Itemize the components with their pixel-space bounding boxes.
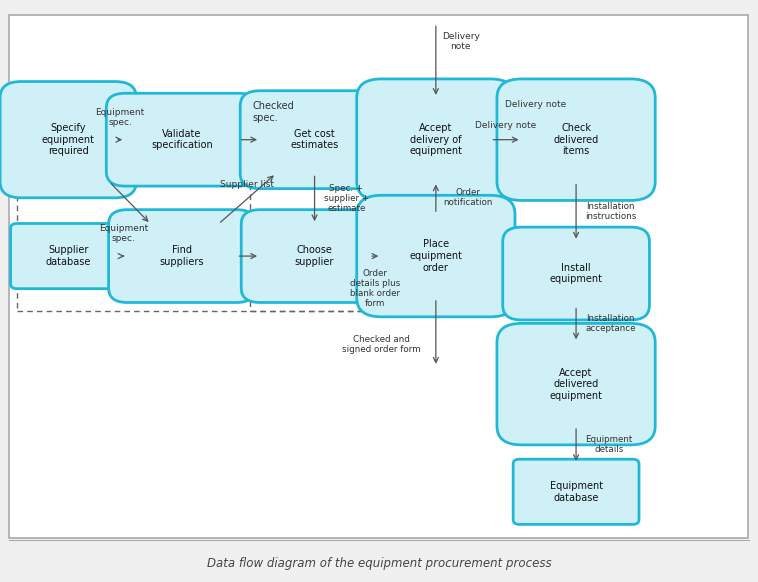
- Text: Checked and
signed order form: Checked and signed order form: [342, 335, 421, 354]
- Text: Spec. +
supplier +
estimate: Spec. + supplier + estimate: [324, 184, 369, 213]
- Text: Installation
instructions: Installation instructions: [585, 202, 637, 221]
- Text: Order
notification: Order notification: [443, 189, 493, 207]
- Text: Specify
equipment
required: Specify equipment required: [42, 123, 95, 157]
- FancyBboxPatch shape: [503, 227, 650, 320]
- Text: Installation
acceptance: Installation acceptance: [585, 314, 636, 333]
- Text: Data flow diagram of the equipment procurement process: Data flow diagram of the equipment procu…: [207, 557, 551, 570]
- FancyBboxPatch shape: [241, 210, 388, 303]
- FancyBboxPatch shape: [357, 79, 515, 200]
- Text: Checked
spec.: Checked spec.: [252, 101, 294, 123]
- FancyBboxPatch shape: [0, 81, 136, 198]
- Text: Place
equipment
order: Place equipment order: [409, 239, 462, 273]
- Text: Equipment
spec.: Equipment spec.: [96, 108, 145, 127]
- Text: Accept
delivery of
equipment: Accept delivery of equipment: [409, 123, 462, 157]
- FancyBboxPatch shape: [497, 79, 655, 200]
- Text: Get cost
estimates: Get cost estimates: [290, 129, 339, 151]
- Text: Install
equipment: Install equipment: [550, 262, 603, 285]
- FancyBboxPatch shape: [108, 210, 255, 303]
- Text: Equipment
details: Equipment details: [585, 435, 632, 455]
- Text: Validate
specification: Validate specification: [151, 129, 213, 151]
- Text: Delivery note: Delivery note: [475, 120, 537, 130]
- Text: Choose
supplier: Choose supplier: [295, 245, 334, 267]
- Text: Check
delivered
items: Check delivered items: [553, 123, 599, 157]
- FancyBboxPatch shape: [106, 93, 258, 186]
- FancyBboxPatch shape: [357, 196, 515, 317]
- Text: Find
suppliers: Find suppliers: [160, 245, 204, 267]
- Text: Order
details plus
blank order
form: Order details plus blank order form: [350, 268, 400, 308]
- Text: Delivery
note: Delivery note: [442, 32, 480, 51]
- FancyBboxPatch shape: [497, 324, 655, 445]
- Text: Equipment
spec.: Equipment spec.: [99, 225, 148, 243]
- FancyBboxPatch shape: [240, 91, 389, 189]
- FancyBboxPatch shape: [11, 223, 126, 289]
- FancyBboxPatch shape: [513, 459, 639, 524]
- Text: Supplier
database: Supplier database: [45, 245, 91, 267]
- Bar: [250, 99, 500, 311]
- Text: Equipment
database: Equipment database: [550, 481, 603, 503]
- Text: Accept
delivered
equipment: Accept delivered equipment: [550, 367, 603, 401]
- Text: Delivery note: Delivery note: [505, 100, 566, 109]
- Bar: [17, 99, 485, 311]
- Text: Supplier list: Supplier list: [221, 180, 274, 189]
